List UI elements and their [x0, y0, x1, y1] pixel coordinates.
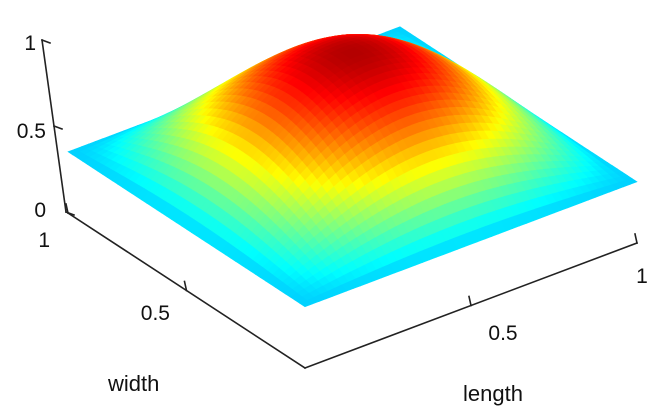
x-tick-label: 1: [636, 265, 648, 288]
axes: [40, 38, 639, 370]
y-tick-label: 0.5: [141, 302, 170, 325]
y-axis-label: width: [107, 371, 159, 396]
z-tick-mark: [40, 38, 52, 45]
x-axis-label: length: [463, 381, 523, 406]
x-tick-mark: [468, 295, 472, 307]
z-tick-label: 1: [24, 32, 36, 55]
surface-mesh: [67, 26, 638, 308]
x-tick-label: 0.5: [488, 322, 517, 345]
tick-labels: 1 0.5 0 1 0.5 0.5 1: [17, 32, 648, 345]
surface-patch: [299, 300, 313, 308]
y-tick-mark: [183, 280, 188, 292]
y-tick-mark: [65, 203, 69, 214]
z-tick-label: 0: [34, 199, 46, 222]
z-tick-mark: [52, 124, 64, 131]
z-tick-label: 0.5: [17, 120, 46, 143]
x-tick-mark: [634, 233, 638, 244]
y-tick-label: 1: [38, 229, 50, 252]
